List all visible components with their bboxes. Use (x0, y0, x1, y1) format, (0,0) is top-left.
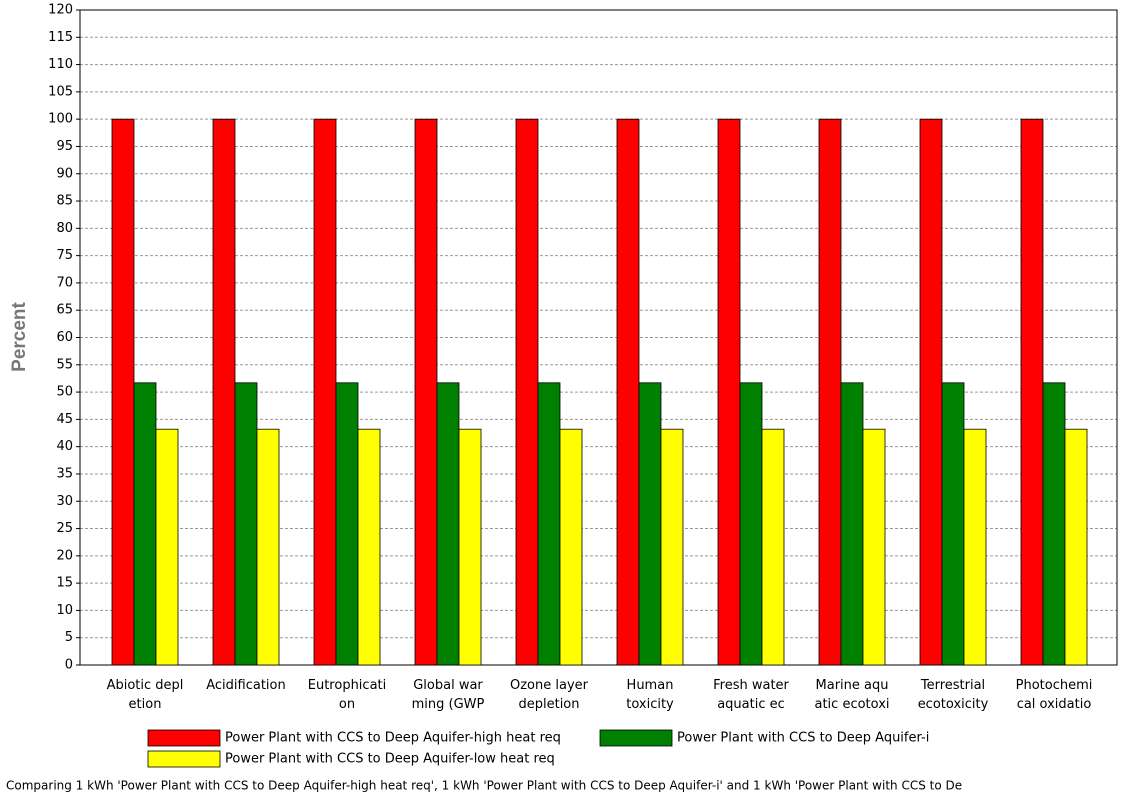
y-tick-label: 105 (48, 84, 73, 99)
bar (133, 382, 157, 666)
bar (155, 428, 179, 666)
bar (537, 382, 561, 666)
x-tick-label: Ozone layer depletion (510, 678, 589, 712)
x-tick-label: Abiotic depl etion (107, 678, 184, 712)
bar (436, 382, 460, 666)
legend-label: Power Plant with CCS to Deep Aquifer-low… (225, 752, 555, 767)
x-tick-label: Acidification (206, 678, 286, 693)
x-tick-label: Global war ming (GWP (412, 678, 485, 712)
y-tick-label: 90 (56, 166, 73, 181)
y-axis-label: Percent (9, 301, 30, 371)
x-tick-label: Photochemi cal oxidatio (1016, 678, 1093, 712)
bar (313, 118, 337, 666)
bar (515, 118, 539, 666)
legend-label: Power Plant with CCS to Deep Aquifer-hig… (225, 731, 561, 746)
y-tick-label: 20 (56, 548, 73, 563)
bar (616, 118, 640, 666)
legend-label: Power Plant with CCS to Deep Aquifer-i (677, 731, 929, 746)
bar (660, 428, 684, 666)
y-tick-label: 85 (56, 194, 73, 209)
bar (1020, 118, 1044, 666)
y-tick-label: 70 (56, 275, 73, 290)
y-tick-label: 15 (56, 576, 73, 591)
bar (234, 382, 258, 666)
bar (761, 428, 785, 666)
y-tick-label: 25 (56, 521, 73, 536)
x-tick-label: Marine aqu atic ecotoxi (814, 678, 889, 712)
y-tick-label: 95 (56, 139, 73, 154)
plot-frame (79, 9, 1118, 666)
y-tick-label: 65 (56, 303, 73, 318)
legend-swatch (147, 750, 221, 768)
x-tick-label: Terrestrial ecotoxicity (918, 678, 989, 712)
bar (1064, 428, 1088, 666)
bar (638, 382, 662, 666)
y-tick-label: 120 (48, 3, 73, 18)
bar (357, 428, 381, 666)
y-tick-label: 55 (56, 357, 73, 372)
legend-swatch (147, 729, 221, 747)
legend-swatch (599, 729, 673, 747)
y-tick-label: 110 (48, 57, 73, 72)
y-tick-label: 0 (65, 658, 73, 673)
bar (335, 382, 359, 666)
caption: Comparing 1 kWh 'Power Plant with CCS to… (6, 779, 962, 793)
y-tick-label: 100 (48, 112, 73, 127)
bar (1042, 382, 1066, 666)
y-tick-label: 115 (48, 30, 73, 45)
y-tick-label: 35 (56, 466, 73, 481)
bar (862, 428, 886, 666)
bar (919, 118, 943, 666)
bar (414, 118, 438, 666)
y-tick-label: 50 (56, 385, 73, 400)
bar (559, 428, 583, 666)
x-tick-label: Fresh water aquatic ec (713, 678, 789, 712)
y-tick-label: 40 (56, 439, 73, 454)
y-tick-label: 5 (65, 630, 73, 645)
bar (963, 428, 987, 666)
bar (941, 382, 965, 666)
x-tick-label: Human toxicity (626, 678, 674, 712)
bar (256, 428, 280, 666)
bar (818, 118, 842, 666)
y-tick-label: 80 (56, 221, 73, 236)
bar (840, 382, 864, 666)
y-tick-label: 60 (56, 330, 73, 345)
bar (212, 118, 236, 666)
bar (458, 428, 482, 666)
y-tick-label: 45 (56, 412, 73, 427)
y-tick-label: 10 (56, 603, 73, 618)
bar (739, 382, 763, 666)
x-tick-label: Eutrophicati on (308, 678, 387, 712)
bar (111, 118, 135, 666)
y-tick-label: 30 (56, 494, 73, 509)
y-tick-label: 75 (56, 248, 73, 263)
bar (717, 118, 741, 666)
